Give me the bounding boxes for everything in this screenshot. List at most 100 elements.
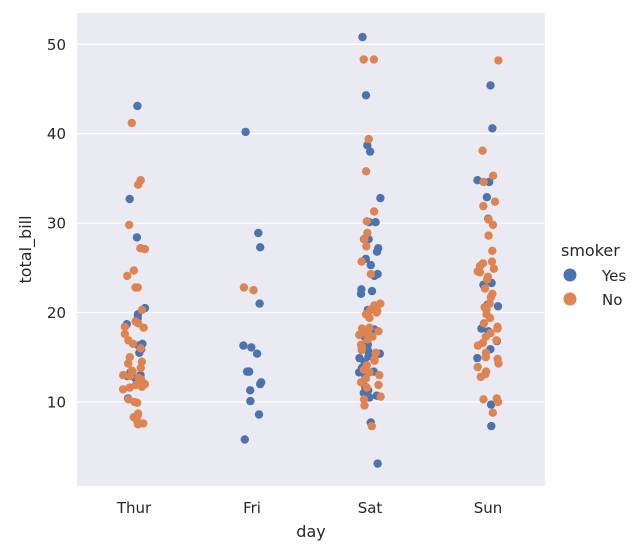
point-no-thur-3	[125, 220, 134, 230]
point-no-sat-83	[356, 378, 366, 387]
point-no-sun-125	[481, 353, 490, 362]
legend-label-no: No	[602, 291, 622, 309]
point-no-thur-19	[125, 353, 134, 362]
point-no-sun-108	[480, 284, 490, 293]
point-yes-fri-20	[239, 341, 248, 350]
y-gridlines	[77, 43, 545, 403]
point-yes-thur-0	[133, 101, 142, 111]
legend-marker-yes	[563, 268, 577, 282]
point-yes-sat-36	[376, 193, 385, 203]
point-no-sun-134	[493, 397, 503, 407]
point-yes-fri-19	[255, 299, 264, 308]
point-no-sat-77	[370, 356, 379, 365]
point-no-thur-7	[123, 271, 132, 281]
data-points	[118, 32, 503, 468]
point-no-thur-25	[119, 370, 128, 380]
point-no-thur-22	[136, 363, 145, 373]
point-no-thur-14	[139, 323, 148, 332]
point-yes-sun-86	[473, 353, 482, 363]
y-tick-label-20: 20	[47, 304, 66, 322]
point-no-sat-74	[357, 345, 366, 355]
point-no-thur-0	[127, 118, 136, 128]
point-no-thur-26	[125, 371, 135, 381]
point-no-thur-32	[137, 382, 147, 391]
point-yes-fri-27	[256, 379, 265, 389]
point-no-sun-118	[493, 324, 502, 333]
point-yes-fri-21	[247, 343, 256, 352]
y-tick-labels: 10 20 30 40 50	[47, 36, 66, 412]
legend-title: smoker	[561, 241, 620, 260]
point-yes-sat-42	[372, 247, 382, 256]
point-yes-fri-22	[252, 349, 262, 358]
point-no-fri-45	[249, 286, 258, 295]
point-no-sat-53	[360, 235, 369, 244]
point-no-sun-99	[488, 246, 497, 255]
point-no-sat-49	[361, 167, 371, 176]
point-no-sat-56	[366, 269, 376, 279]
point-no-sun-135	[488, 408, 497, 417]
legend-label-yes: Yes	[601, 267, 626, 285]
y-tick-label-50: 50	[47, 36, 66, 54]
point-yes-fri-17	[254, 228, 263, 238]
x-tick-label-sun: Sun	[474, 499, 503, 517]
point-no-thur-20	[137, 357, 147, 366]
point-no-sat-48	[364, 134, 373, 144]
point-yes-sat-38	[371, 218, 380, 227]
point-no-sat-68	[355, 330, 364, 340]
point-no-thur-5	[140, 244, 150, 254]
point-no-thur-6	[129, 266, 138, 275]
point-no-sun-98	[484, 231, 493, 240]
point-no-thur-21	[124, 359, 133, 368]
point-no-sat-87	[359, 395, 369, 404]
point-no-thur-34	[118, 385, 128, 394]
point-yes-fri-30	[254, 410, 264, 419]
point-no-thur-18	[136, 344, 145, 353]
point-no-sun-133	[479, 395, 488, 404]
point-no-sun-107	[483, 275, 492, 284]
x-axis-label: day	[296, 522, 325, 541]
y-tick-label-10: 10	[47, 393, 66, 411]
point-no-sun-116	[479, 319, 489, 328]
point-no-sat-70	[363, 335, 372, 344]
point-yes-fri-28	[246, 386, 255, 395]
point-no-sun-90	[494, 56, 503, 65]
point-yes-thur-2	[132, 233, 142, 242]
point-yes-sun-81	[493, 302, 503, 311]
point-no-sun-127	[494, 359, 503, 368]
point-yes-sat-71	[373, 459, 382, 468]
point-yes-fri-29	[246, 396, 255, 406]
point-no-sat-80	[365, 368, 374, 377]
point-yes-fri-16	[241, 127, 250, 137]
point-no-sun-93	[479, 177, 488, 187]
point-no-sun-131	[476, 372, 485, 382]
point-yes-sun-73	[488, 124, 497, 133]
point-no-sat-84	[374, 380, 383, 390]
y-tick-label-30: 30	[47, 215, 66, 233]
point-no-sat-89	[367, 421, 376, 431]
point-no-sun-97	[488, 220, 498, 230]
point-yes-sat-44	[366, 260, 375, 270]
point-yes-fri-25	[244, 367, 254, 376]
point-no-sun-95	[479, 201, 488, 211]
point-no-sat-85	[362, 383, 371, 392]
point-yes-sat-35	[365, 147, 375, 156]
point-no-sun-110	[486, 293, 495, 302]
point-no-sun-100	[487, 257, 497, 266]
point-no-thur-33	[125, 383, 134, 392]
point-no-sat-47	[369, 55, 379, 64]
point-no-sun-123	[473, 341, 483, 350]
point-yes-sun-72	[486, 81, 495, 90]
point-yes-sun-76	[482, 193, 492, 202]
x-tick-label-sat: Sat	[358, 499, 383, 517]
point-no-thur-13	[120, 322, 130, 331]
x-tick-labels: Thur Fri Sat Sun	[116, 499, 502, 517]
point-no-sat-88	[360, 401, 369, 410]
point-no-thur-9	[133, 283, 142, 292]
point-no-sun-121	[492, 336, 501, 345]
point-no-sat-86	[376, 392, 385, 401]
point-no-sat-63	[365, 313, 374, 323]
point-no-thur-43	[133, 420, 143, 429]
point-no-sun-92	[488, 171, 498, 180]
legend-marker-no	[563, 292, 577, 306]
